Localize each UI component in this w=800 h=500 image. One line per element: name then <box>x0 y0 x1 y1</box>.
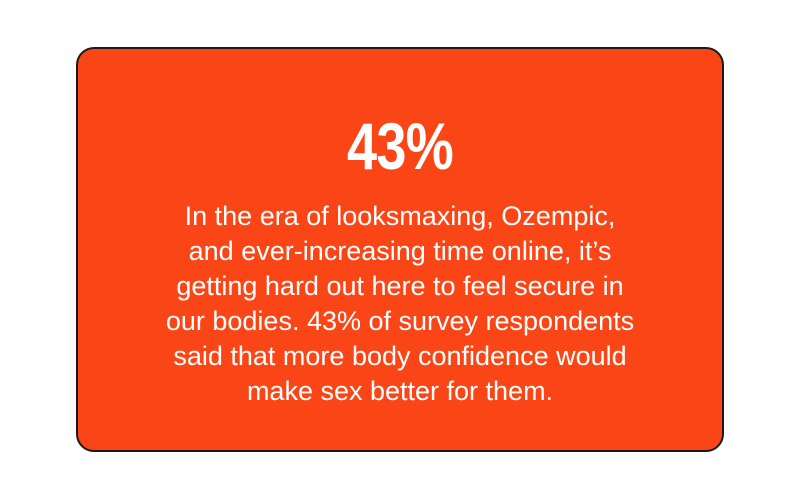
stat-description: In the era of looksmaxing, Ozempic, and e… <box>78 199 722 409</box>
text-line: said that more body confidence would <box>173 341 627 371</box>
stat-value: 43% <box>347 109 454 183</box>
text-line: In the era of looksmaxing, Ozempic, <box>184 201 616 231</box>
text-line: and ever-increasing time online, it’s <box>188 236 612 266</box>
text-line: getting hard out here to feel secure in <box>176 271 624 301</box>
text-line: make sex better for them. <box>246 376 554 406</box>
text-line: our bodies. 43% of survey respondents <box>165 306 635 336</box>
stat-card: 43% In the era of looksmaxing, Ozempic, a… <box>76 47 724 452</box>
